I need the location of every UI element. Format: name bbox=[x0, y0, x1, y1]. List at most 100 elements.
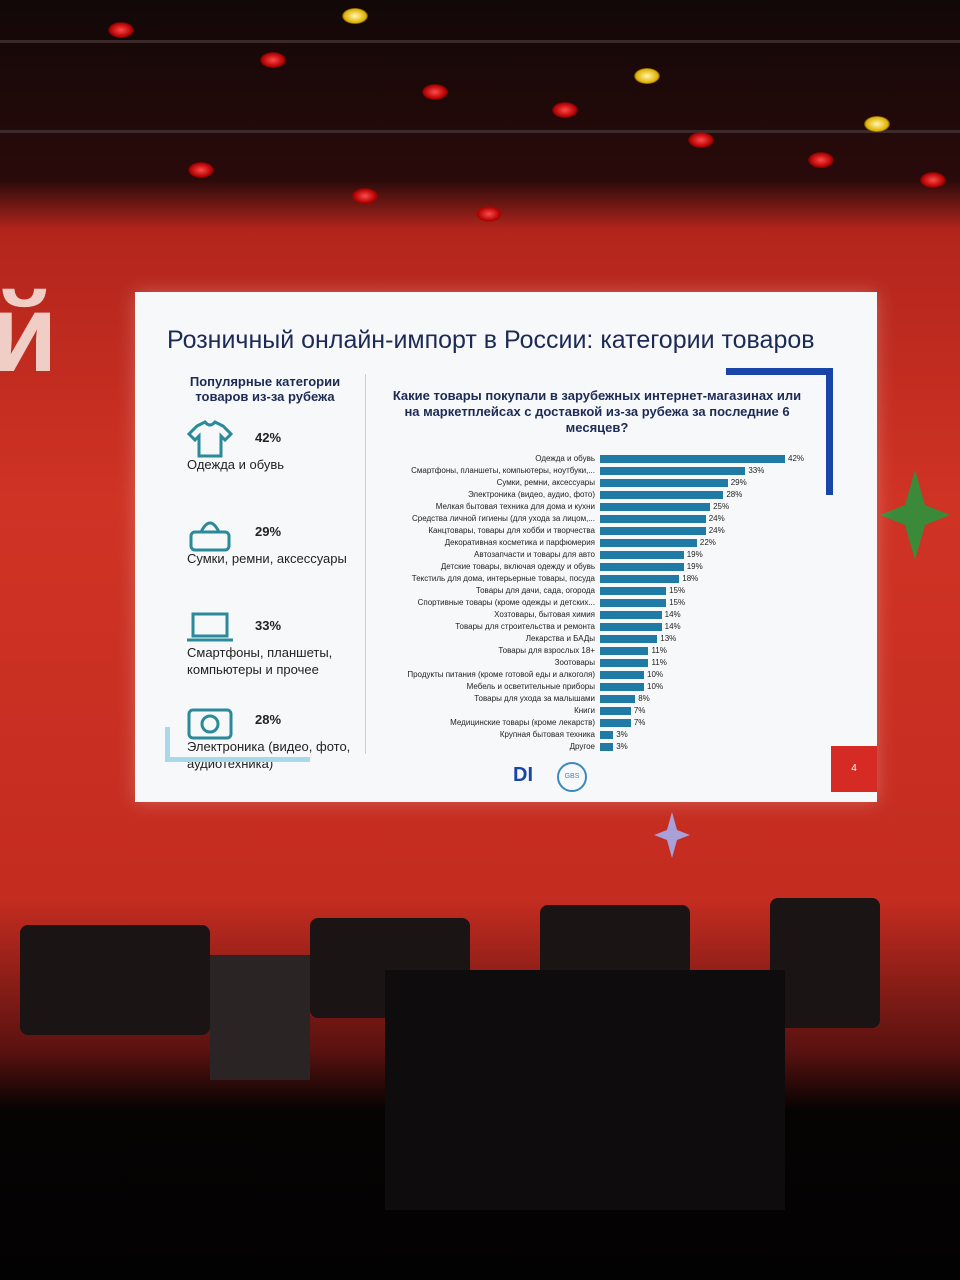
category-label: Спортивные товары (кроме одежды и детски… bbox=[417, 598, 595, 607]
category-label: Детские товары, включая одежду и обувь bbox=[440, 562, 595, 571]
corner-decoration bbox=[726, 368, 833, 495]
value-label: 11% bbox=[651, 646, 667, 655]
value-label: 25% bbox=[713, 502, 730, 511]
bar-row: Товары для строительства и ремонта 14% bbox=[355, 621, 835, 633]
bar bbox=[600, 683, 645, 691]
bar-row: Лекарства и БАДы 13% bbox=[355, 633, 835, 645]
left-panel: Популярные категории товаров из-за рубеж… bbox=[165, 374, 366, 771]
bar bbox=[600, 707, 631, 715]
tshirt-icon bbox=[186, 420, 234, 458]
value-label: 11% bbox=[651, 658, 667, 667]
value-label: 28% bbox=[726, 490, 743, 499]
bar bbox=[600, 563, 684, 571]
stage-light bbox=[808, 152, 834, 168]
category-label: Медицинские товары (кроме лекарств) bbox=[450, 718, 595, 727]
bar-row: Хозтовары, бытовая химия 14% bbox=[355, 609, 835, 621]
bar-row: Другое 3% bbox=[355, 741, 835, 753]
bar-row: Товары для дачи, сада, огорода 15% bbox=[355, 585, 835, 597]
category-label: Товары для взрослых 18+ bbox=[498, 646, 595, 655]
category-label: Автозапчасти и товары для авто bbox=[474, 550, 595, 559]
chair bbox=[20, 925, 210, 1035]
bar-row: Книги 7% bbox=[355, 705, 835, 717]
category-item: 42% Одежда и обувь bbox=[165, 420, 365, 514]
item-label: Смартфоны, планшеты, компьютеры и прочее bbox=[187, 645, 333, 677]
bar bbox=[600, 695, 636, 703]
laptop-icon bbox=[187, 612, 233, 642]
bar bbox=[600, 623, 662, 631]
stage-light bbox=[552, 102, 578, 118]
item-value: 28% bbox=[255, 712, 282, 727]
desk bbox=[210, 955, 310, 1080]
chart-title: Какие товары покупали в зарубежных интер… bbox=[392, 388, 802, 435]
bar-row: Электроника (видео, аудио, фото) 28% bbox=[355, 489, 835, 501]
category-label: Книги bbox=[574, 706, 595, 715]
bar bbox=[600, 659, 649, 667]
category-label: Товары для строительства и ремонта bbox=[455, 622, 595, 631]
bar bbox=[600, 455, 785, 463]
value-label: 19% bbox=[686, 562, 703, 571]
logo: GBS bbox=[557, 762, 587, 792]
value-label: 33% bbox=[748, 466, 765, 475]
category-label: Декоративная косметика и парфюмерия bbox=[444, 538, 595, 547]
category-label: Сумки, ремни, аксессуары bbox=[496, 478, 595, 487]
value-label: 22% bbox=[699, 538, 716, 547]
stage-light bbox=[352, 188, 378, 204]
bar-row: Крупная бытовая техника 3% bbox=[355, 729, 835, 741]
category-label: Текстиль для дома, интерьерные товары, п… bbox=[411, 574, 595, 583]
stage-light bbox=[688, 132, 714, 148]
bar-chart: Одежда и обувь 42% Смартфоны, планшеты, ко… bbox=[355, 453, 835, 753]
bar-row: Декоративная косметика и парфюмерия 22% bbox=[355, 537, 835, 549]
bar bbox=[600, 719, 631, 727]
podium bbox=[385, 970, 785, 1210]
bar-row: Медицинские товары (кроме лекарств) 7% bbox=[355, 717, 835, 729]
category-label: Товары для ухода за малышами bbox=[474, 694, 595, 703]
category-label: Смартфоны, планшеты, компьютеры, ноутбук… bbox=[411, 466, 595, 475]
bar bbox=[600, 515, 706, 523]
category-item: 29% Сумки, ремни, аксессуары bbox=[165, 514, 365, 608]
bar bbox=[600, 551, 684, 559]
bar-row: Текстиль для дома, интерьерные товары, п… bbox=[355, 573, 835, 585]
logo: DI bbox=[513, 764, 533, 786]
bar-row: Товары для ухода за малышами 8% bbox=[355, 693, 835, 705]
bar bbox=[600, 671, 645, 679]
value-label: 3% bbox=[616, 730, 628, 739]
category-label: Мелкая бытовая техника для дома и кухни bbox=[435, 502, 595, 511]
stage-light bbox=[260, 52, 286, 68]
bar bbox=[600, 587, 667, 595]
value-label: 42% bbox=[788, 454, 805, 463]
item-value: 42% bbox=[255, 430, 282, 445]
bar-row: Смартфоны, планшеты, компьютеры, ноутбук… bbox=[355, 465, 835, 477]
value-label: 10% bbox=[647, 670, 664, 679]
bar bbox=[600, 491, 724, 499]
chair bbox=[770, 898, 880, 1028]
bar-row: Автозапчасти и товары для авто 19% bbox=[355, 549, 835, 561]
bar bbox=[600, 611, 662, 619]
category-label: Мебель и осветительные приборы bbox=[466, 682, 595, 691]
category-item: 28% Электроника (видео, фото, аудиотехни… bbox=[165, 702, 365, 796]
slide-title: Розничный онлайн-импорт в России: катего… bbox=[167, 326, 815, 354]
item-value: 29% bbox=[255, 524, 282, 539]
category-label: Средства личной гигиены (для ухода за ли… bbox=[411, 514, 595, 523]
value-label: 14% bbox=[664, 610, 681, 619]
bar-row: Зоотовары 11% bbox=[355, 657, 835, 669]
bar-row: Товары для взрослых 18+ 11% bbox=[355, 645, 835, 657]
bar bbox=[600, 743, 614, 751]
category-label: Электроника (видео, аудио, фото) bbox=[467, 490, 595, 499]
category-label: Другое bbox=[569, 742, 595, 751]
value-label: 7% bbox=[633, 718, 646, 727]
value-label: 10% bbox=[647, 682, 664, 691]
value-label: 18% bbox=[682, 574, 699, 583]
wall-graphic: й bbox=[0, 272, 58, 395]
value-label: 24% bbox=[708, 514, 725, 523]
category-label: Продукты питания (кроме готовой еды и ал… bbox=[407, 670, 595, 679]
bar bbox=[600, 635, 658, 643]
category-label: Хозтовары, бытовая химия bbox=[494, 610, 595, 619]
bar-row: Мебель и осветительные приборы 10% bbox=[355, 681, 835, 693]
truss bbox=[0, 40, 960, 43]
stage-light bbox=[920, 172, 946, 188]
item-label: Сумки, ремни, аксессуары bbox=[187, 551, 347, 566]
bar bbox=[600, 575, 680, 583]
category-label: Одежда и обувь bbox=[535, 454, 595, 463]
bar-row: Одежда и обувь 42% bbox=[355, 453, 835, 465]
